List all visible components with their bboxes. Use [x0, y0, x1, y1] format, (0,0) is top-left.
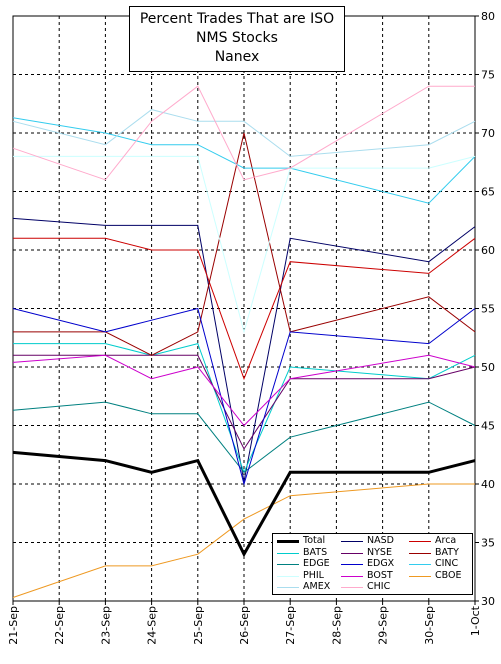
legend-label: BATS — [303, 546, 328, 558]
legend-swatch — [409, 541, 431, 542]
series-line-bats — [13, 343, 476, 474]
legend-swatch — [409, 564, 431, 565]
legend-label: CINC — [435, 558, 459, 569]
y-tick-label: 60 — [481, 244, 495, 257]
x-tick-label: 25-Sep — [192, 606, 205, 645]
series-line-edge — [12, 401, 476, 473]
x-tick-label: 24-Sep — [146, 606, 159, 645]
legend-label: BATY — [435, 546, 459, 558]
y-tick-label: 55 — [481, 303, 495, 316]
legend-swatch — [277, 552, 299, 554]
x-tick-label: 26-Sep — [238, 606, 251, 645]
series-line-cinc — [12, 117, 476, 204]
y-tick-label: 35 — [481, 537, 495, 550]
series-line-phil — [13, 155, 476, 334]
legend-swatch — [341, 575, 363, 577]
x-axis-ticks: 21-Sep 22-Sep 23-Sep 24-Sep 25-Sep 26-Sep 27-S… — [7, 601, 482, 645]
legend-label: Arca — [435, 535, 457, 546]
series-lines — [12, 85, 476, 598]
legend-label: NYSE — [367, 546, 392, 558]
legend-label: NASD — [367, 535, 394, 546]
legend-label: BOST — [367, 569, 393, 581]
legend-swatch — [409, 575, 431, 577]
series-line-arca — [13, 237, 476, 381]
x-tick-label: 21-Sep — [7, 606, 20, 645]
legend-label: EDGX — [367, 558, 395, 569]
x-tick-label: 29-Sep — [377, 606, 390, 645]
legend-swatch — [277, 564, 299, 565]
legend-label: CHIC — [367, 581, 391, 592]
series-line-nasd — [12, 217, 476, 482]
y-tick-label: 70 — [481, 127, 495, 140]
y-axis-ticks: 30 35 40 45 50 55 60 65 70 75 80 — [475, 10, 495, 608]
legend-swatch — [409, 552, 431, 554]
chart-legend: Total NASD Arca BATS NYSE BATY EDGE EDGX CINC PHI… — [272, 533, 473, 595]
y-tick-label: 75 — [481, 69, 495, 82]
legend-swatch — [277, 587, 299, 588]
x-tick-label: 28-Sep — [330, 606, 343, 645]
y-tick-label: 30 — [481, 595, 495, 608]
chart-title-line-1: Percent Trades That are ISO — [139, 11, 335, 27]
series-line-amex — [12, 109, 476, 157]
chart-title-line-2: NMS Stocks — [196, 30, 278, 46]
legend-swatch — [341, 541, 363, 542]
legend-label: Total — [303, 535, 326, 546]
x-tick-label: 1-Oct — [469, 605, 482, 636]
y-tick-label: 65 — [481, 186, 495, 199]
legend-swatch — [277, 575, 299, 577]
x-tick-label: 22-Sep — [53, 606, 66, 645]
series-line-cboe — [12, 483, 475, 598]
legend-label: PHIL — [303, 569, 324, 581]
series-line-total — [12, 450, 476, 558]
legend-swatch — [277, 540, 299, 543]
y-tick-label: 80 — [481, 10, 495, 23]
series-line-bost — [12, 354, 476, 427]
series-line-baty — [13, 132, 476, 356]
series-line-nyse — [13, 354, 476, 450]
y-tick-label: 50 — [481, 361, 495, 374]
series-line-chic — [12, 85, 475, 181]
y-tick-label: 45 — [481, 420, 495, 433]
x-tick-label: 27-Sep — [284, 606, 297, 645]
legend-label: EDGE — [303, 558, 330, 569]
x-tick-label: 23-Sep — [99, 606, 112, 645]
chart-title: Percent Trades That are ISO NMS Stocks N… — [129, 6, 345, 72]
x-tick-label: 30-Sep — [423, 606, 436, 645]
legend-swatch — [341, 552, 363, 554]
y-tick-label: 40 — [481, 478, 495, 491]
legend-swatch — [341, 564, 363, 565]
chart-title-line-3: Nanex — [214, 49, 260, 65]
legend-swatch — [341, 587, 363, 588]
legend-label: CBOE — [435, 569, 462, 581]
legend-label: AMEX — [303, 581, 331, 592]
grid-lines — [13, 16, 475, 601]
